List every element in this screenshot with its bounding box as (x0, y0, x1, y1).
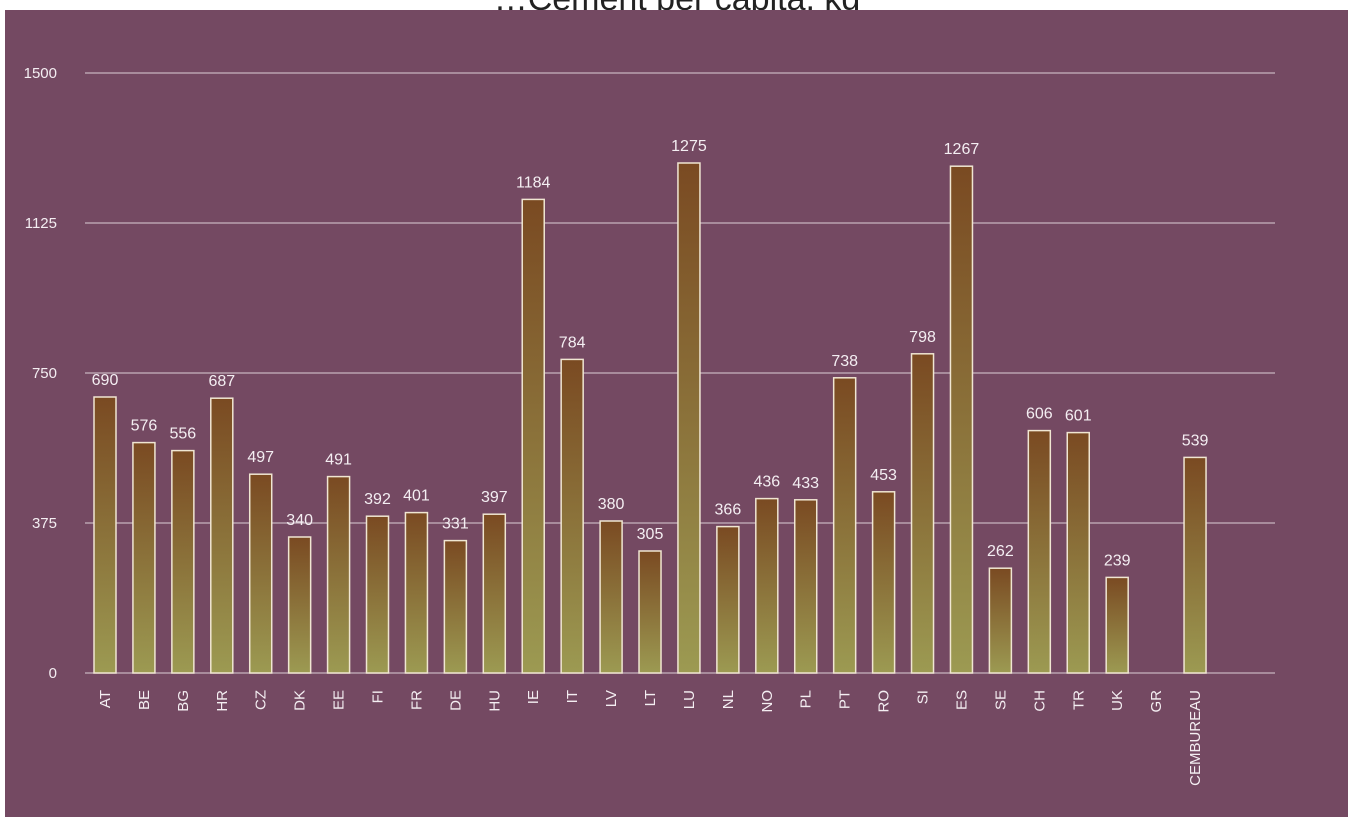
category-label-es: ES (953, 690, 970, 710)
value-label-no: 436 (753, 474, 780, 491)
value-label-hr: 687 (208, 373, 235, 390)
value-label-pl: 433 (792, 475, 819, 492)
category-label-fr: FR (408, 690, 425, 710)
value-label-tr: 601 (1065, 408, 1092, 425)
value-label-ie: 1184 (516, 174, 551, 191)
bar-chart: 0 375 750 1125 1500 690 576 556 687 497 340 491 392… (24, 65, 1275, 786)
bar-tr (1066, 431, 1090, 674)
bar-lt (638, 550, 662, 674)
y-tick-label: 1125 (25, 215, 57, 232)
bar-at (93, 396, 117, 674)
value-label-fi: 392 (364, 491, 391, 508)
value-label-pt: 738 (831, 353, 858, 370)
value-label-hu: 397 (481, 489, 508, 506)
value-label-cz: 497 (247, 449, 274, 466)
value-label-cembureau: 539 (1182, 432, 1209, 449)
value-label-lt: 305 (637, 526, 664, 543)
bar-lv (599, 520, 623, 674)
value-label-nl: 366 (715, 502, 742, 519)
bar-cz (248, 473, 273, 674)
value-label-si: 798 (909, 329, 936, 346)
value-label-dk: 340 (286, 512, 313, 529)
bar-ch (1027, 429, 1052, 674)
category-labels: AT BE BG HR CZ DK EE FI FR DE HU IE IT LV LT LU NL NO PL PT… (97, 690, 1204, 786)
bar-cembureau (1183, 456, 1207, 674)
category-label-lu: LU (681, 690, 698, 709)
bar-fr (404, 511, 429, 674)
value-labels: 690 576 556 687 497 340 491 392 401 331 397 1184 784… (92, 138, 1209, 569)
category-label-bg: BG (175, 690, 192, 712)
bar-be (132, 441, 156, 674)
category-label-cembureau: CEMBUREAU (1187, 690, 1204, 786)
y-tick-label: 1500 (24, 65, 57, 82)
bar-es (949, 165, 974, 674)
value-label-ch: 606 (1026, 406, 1053, 423)
category-label-hr: HR (214, 690, 231, 712)
bar-hu (482, 513, 507, 674)
bar-ro (871, 491, 896, 674)
plot-panel: 0 375 750 1125 1500 690 576 556 687 497 340 491 392… (5, 10, 1348, 817)
bar-ie (521, 198, 545, 674)
y-tick-label: 750 (32, 365, 57, 382)
y-axis-ticks: 0 375 750 1125 1500 (24, 65, 57, 682)
bar-nl (716, 525, 740, 674)
category-label-dk: DK (292, 690, 309, 711)
bar-hr (210, 397, 234, 674)
bar-dk (287, 536, 312, 674)
value-label-it: 784 (559, 334, 586, 351)
category-label-be: BE (136, 690, 153, 710)
bar-pt (832, 377, 857, 674)
bar-it (560, 358, 584, 674)
category-label-cz: CZ (253, 690, 270, 710)
y-tick-label: 375 (32, 515, 57, 532)
category-label-fi: FI (370, 690, 387, 703)
category-label-uk: UK (1109, 690, 1126, 711)
bar-bg (171, 449, 195, 674)
value-label-fr: 401 (403, 488, 430, 505)
y-tick-label: 0 (49, 665, 57, 682)
category-label-lv: LV (603, 690, 620, 707)
bar-no (755, 497, 779, 674)
bar-ee (326, 475, 351, 674)
category-label-hu: HU (486, 690, 503, 712)
category-label-si: SI (915, 690, 932, 704)
category-label-ee: EE (331, 690, 348, 710)
category-label-ch: CH (1031, 690, 1048, 712)
bar-se (988, 567, 1013, 674)
value-label-ee: 491 (325, 452, 352, 469)
bar-fi (365, 515, 390, 674)
category-label-nl: NL (720, 690, 737, 709)
category-label-pt: PT (837, 690, 854, 709)
category-label-tr: TR (1070, 690, 1087, 710)
bars (93, 162, 1207, 674)
value-label-ro: 453 (870, 467, 897, 484)
value-label-at: 690 (92, 372, 119, 389)
category-label-de: DE (447, 690, 464, 711)
value-label-de: 331 (442, 516, 469, 533)
category-label-ie: IE (525, 690, 542, 704)
category-label-no: NO (759, 690, 776, 713)
value-label-es: 1267 (944, 141, 980, 158)
value-label-lu: 1275 (671, 138, 707, 155)
value-label-bg: 556 (170, 426, 197, 443)
value-label-uk: 239 (1104, 552, 1131, 569)
bar-pl (793, 499, 818, 674)
category-label-se: SE (992, 690, 1009, 710)
bar-lu (677, 162, 701, 674)
bar-uk (1105, 576, 1129, 674)
category-label-ro: RO (876, 690, 893, 713)
category-label-it: IT (564, 690, 581, 703)
category-label-gr: GR (1148, 690, 1165, 713)
value-label-lv: 380 (598, 496, 625, 513)
category-label-lt: LT (642, 690, 659, 706)
bar-si (910, 353, 935, 674)
value-label-be: 576 (131, 418, 158, 435)
category-label-pl: PL (798, 690, 815, 708)
bar-de (443, 539, 468, 674)
value-label-se: 262 (987, 543, 1014, 560)
category-label-at: AT (97, 690, 114, 708)
